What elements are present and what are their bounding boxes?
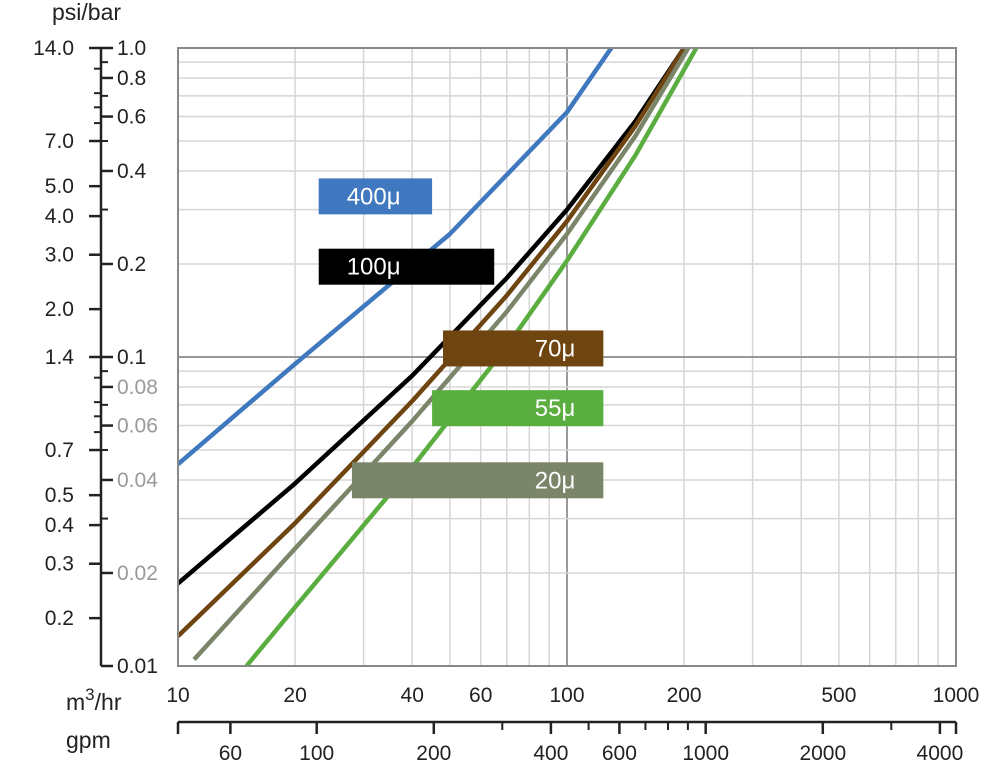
m3hr-tick-label: 200 bbox=[667, 684, 702, 707]
series-line-3 bbox=[192, 48, 691, 662]
bar-tick-label: 0.6 bbox=[117, 106, 146, 129]
psi-tick-label: 2.0 bbox=[45, 298, 74, 321]
m3hr-tick-label: 40 bbox=[401, 684, 424, 707]
m3hr-tick-label: 100 bbox=[549, 684, 584, 707]
m3hr-tick-label: 60 bbox=[469, 684, 492, 707]
series-tag-4 bbox=[351, 462, 604, 499]
psi-tick-label: 3.0 bbox=[45, 244, 74, 267]
psi-tick-label: 4.0 bbox=[45, 205, 74, 228]
x-axis-title-m3hr: m3/hr bbox=[66, 685, 122, 715]
psi-tick-label: 0.5 bbox=[45, 484, 74, 507]
gpm-tick-label: 1000 bbox=[682, 742, 729, 765]
gpm-tick-label: 2000 bbox=[799, 742, 846, 765]
psi-tick-label: 5.0 bbox=[45, 175, 74, 198]
gpm-tick-label: 100 bbox=[299, 742, 334, 765]
series-tag-label-4: 20μ bbox=[535, 467, 576, 494]
gpm-tick-label: 200 bbox=[416, 742, 451, 765]
gpm-tick-label: 400 bbox=[533, 742, 568, 765]
series-tag-2 bbox=[443, 330, 604, 367]
y-axis-title: psi/bar bbox=[52, 0, 121, 25]
x-axis-title-m3hr-suffix: /hr bbox=[95, 689, 122, 715]
m3hr-tick-label: 500 bbox=[821, 684, 856, 707]
series-line-1 bbox=[178, 48, 686, 586]
psi-tick-label: 0.4 bbox=[45, 514, 75, 537]
series-tag-label-1: 100μ bbox=[347, 254, 401, 281]
m3hr-tick-label: 20 bbox=[283, 684, 306, 707]
bar-tick-label: 0.06 bbox=[117, 415, 158, 438]
bar-tick-label: 0.02 bbox=[117, 562, 158, 585]
m3hr-tick-label: 1000 bbox=[933, 684, 980, 707]
plot-frame bbox=[177, 47, 957, 667]
chart-grid bbox=[178, 48, 956, 666]
bar-tick-label: 0.2 bbox=[117, 253, 146, 276]
psi-tick-label: 0.3 bbox=[45, 553, 74, 576]
series-tag-label-3: 55μ bbox=[535, 395, 576, 422]
bar-tick-label: 1.0 bbox=[117, 37, 146, 60]
psi-tick-label: 14.0 bbox=[33, 37, 74, 60]
gpm-tick-label: 600 bbox=[602, 742, 637, 765]
gpm-tick-label: 60 bbox=[219, 742, 242, 765]
bar-tick-label: 0.04 bbox=[117, 469, 158, 492]
psi-tick-label: 0.7 bbox=[45, 439, 74, 462]
series-tag-3 bbox=[432, 390, 604, 427]
axes-layer: 1.0 0.8 0.6 0.4 0.2 0.1 0.08 0.06 0.04 0.02 0.01 14… bbox=[33, 37, 979, 765]
series-line-2 bbox=[178, 48, 687, 638]
psi-tick-label: 1.4 bbox=[45, 346, 75, 369]
series-tags: 400μ 100μ 70μ 55μ 20μ bbox=[318, 178, 604, 499]
series-tag-1 bbox=[318, 248, 495, 285]
bar-tick-label: 0.08 bbox=[117, 376, 158, 399]
x-axis-title-gpm: gpm bbox=[66, 727, 111, 753]
x-axis-title-m3hr-sup: 3 bbox=[85, 685, 94, 704]
m3hr-tick-label: 10 bbox=[166, 684, 189, 707]
gpm-tick-label: 4000 bbox=[917, 742, 964, 765]
bar-tick-label: 0.01 bbox=[117, 655, 158, 678]
series-line-0 bbox=[178, 48, 614, 466]
series-tag-label-2: 70μ bbox=[535, 335, 576, 362]
bar-tick-label: 0.8 bbox=[117, 67, 146, 90]
bar-tick-label: 0.1 bbox=[117, 346, 146, 369]
series-tag-0 bbox=[318, 178, 433, 215]
bar-tick-label: 0.4 bbox=[117, 160, 147, 183]
psi-tick-label: 0.2 bbox=[45, 607, 74, 630]
series-tag-label-0: 400μ bbox=[347, 183, 401, 210]
x-axis-title-m3hr-prefix: m bbox=[66, 689, 85, 715]
psi-tick-label: 7.0 bbox=[45, 130, 74, 153]
